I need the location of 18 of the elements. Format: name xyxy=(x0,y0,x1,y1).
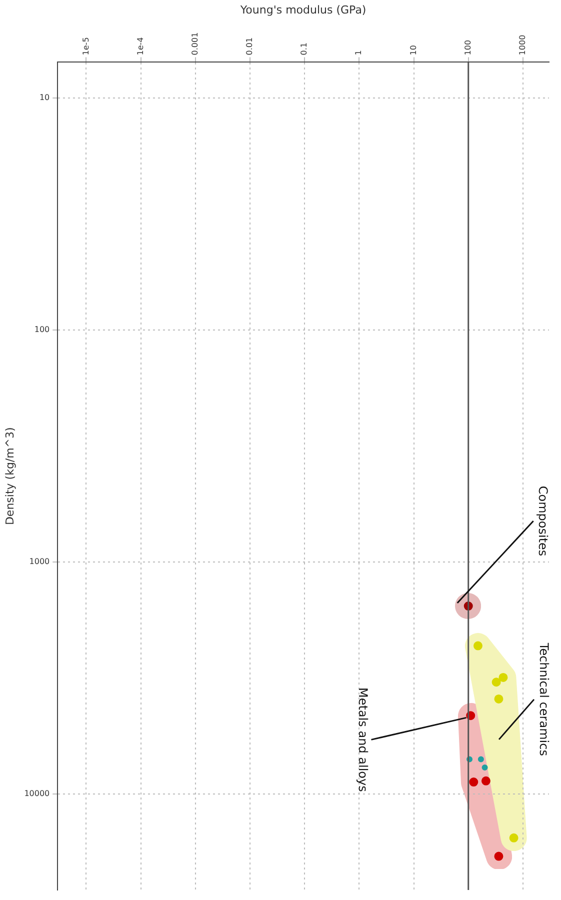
x-tick-label: 10 xyxy=(408,45,418,56)
x-tick-label: 1e-4 xyxy=(136,37,145,56)
x-tick-label: 1 xyxy=(354,50,364,56)
y-tick-label: 10 xyxy=(39,93,50,102)
x-tick-label: 0.01 xyxy=(245,37,254,56)
text: Technical ceramics xyxy=(536,642,551,756)
x-axis-title: Young's modulus (GPa) xyxy=(239,3,366,16)
y-tick-label: 1000 xyxy=(29,556,50,566)
y-tick-label: 10000 xyxy=(24,788,50,798)
y-axis-title: Density (kg/m^3) xyxy=(3,427,16,526)
x-tick-label: 100 xyxy=(463,40,472,56)
text: Composites xyxy=(536,486,550,556)
y-tick-label: 100 xyxy=(34,325,50,334)
text: Metals and alloys xyxy=(356,688,370,792)
x-tick-label: 0.1 xyxy=(300,42,309,56)
x-tick-label: 0.001 xyxy=(190,32,200,56)
x-tick-label: 1e-5 xyxy=(81,37,90,56)
x-tick-label: 1000 xyxy=(518,34,528,56)
